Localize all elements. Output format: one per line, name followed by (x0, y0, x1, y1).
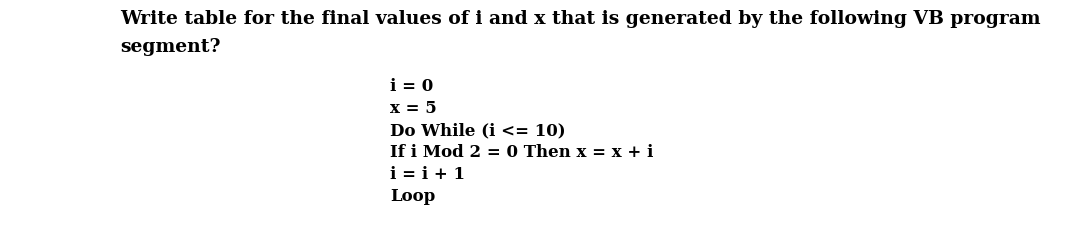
Text: Do While (i <= 10): Do While (i <= 10) (390, 122, 566, 139)
Text: Write table for the final values of i and x that is generated by the following V: Write table for the final values of i an… (120, 10, 1040, 28)
Text: If i Mod 2 = 0 Then x = x + i: If i Mod 2 = 0 Then x = x + i (390, 144, 653, 161)
Text: x = 5: x = 5 (390, 100, 436, 117)
Text: i = i + 1: i = i + 1 (390, 166, 465, 183)
Text: i = 0: i = 0 (390, 78, 433, 95)
Text: Loop: Loop (390, 188, 435, 205)
Text: segment?: segment? (120, 38, 220, 56)
